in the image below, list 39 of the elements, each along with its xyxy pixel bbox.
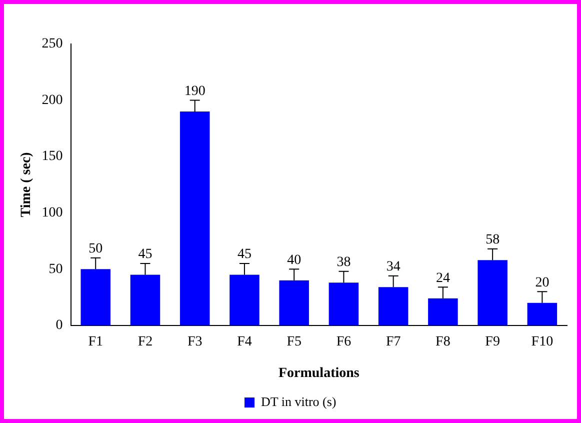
bar [230, 274, 260, 326]
bar [428, 298, 458, 326]
bar [527, 302, 558, 326]
data-label: 45 [237, 247, 252, 262]
y-axis-title: Time ( sec) [19, 152, 34, 218]
x-tick-label: F10 [531, 334, 554, 350]
x-tick-label: F9 [485, 334, 500, 350]
x-tick-label: F7 [386, 334, 401, 350]
bar [180, 112, 210, 326]
y-tick-label: 250 [42, 36, 63, 52]
x-tick-label: F5 [286, 334, 302, 350]
bar [328, 282, 359, 326]
x-tick-label: F4 [237, 334, 252, 350]
bar [378, 287, 408, 326]
data-label: 50 [88, 242, 103, 257]
data-label: 58 [486, 232, 500, 248]
bar [130, 274, 160, 326]
x-tick-label: F8 [436, 334, 450, 350]
data-label: 24 [436, 270, 450, 286]
y-tick-label: 150 [42, 149, 63, 164]
legend-label: DT in vitro (s) [261, 394, 336, 409]
y-tick-label: 50 [48, 262, 63, 277]
data-label: 38 [336, 255, 351, 270]
data-label: 190 [184, 84, 206, 99]
bar [279, 280, 309, 326]
y-tick-label: 0 [56, 318, 63, 334]
x-tick-label: F3 [187, 334, 202, 350]
data-label: 45 [138, 247, 152, 262]
x-tick-label: F2 [138, 334, 153, 350]
y-tick-label: 100 [42, 206, 63, 221]
bar [478, 260, 508, 326]
data-label: 20 [535, 275, 550, 290]
x-tick-label: F1 [88, 334, 104, 350]
data-label: 40 [287, 252, 302, 268]
x-tick-label: F6 [336, 334, 352, 350]
x-axis-title: Formulations [278, 366, 360, 382]
y-tick-label: 200 [42, 92, 63, 108]
bar [80, 269, 110, 326]
data-label: 34 [386, 260, 400, 275]
